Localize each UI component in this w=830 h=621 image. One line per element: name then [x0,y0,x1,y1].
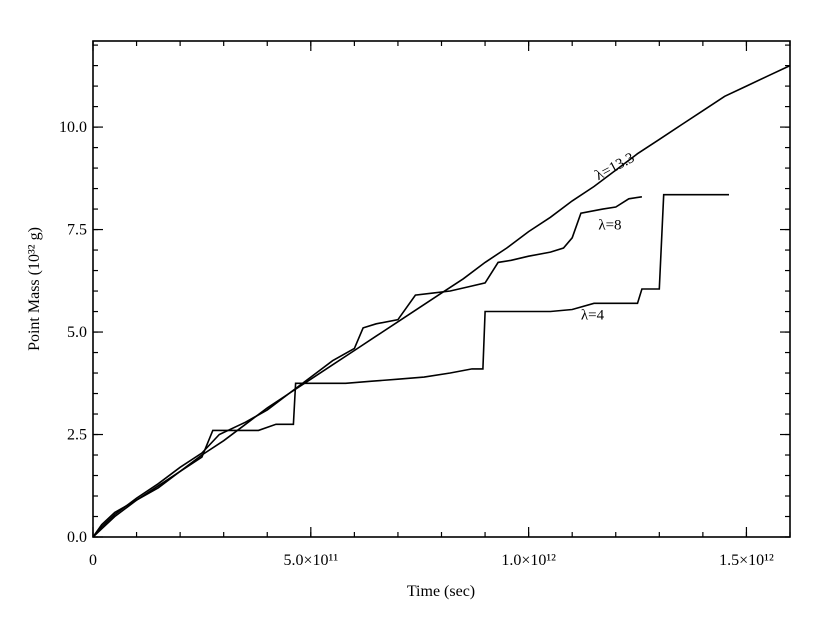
series-label-1: λ=13.3 [593,150,638,184]
x-axis-label: Time (sec) [407,583,475,600]
series-labels: λ=13.3 λ=8 λ=4 [581,150,637,324]
y-tick-label: 2.5 [67,427,87,444]
y-tick-label: 0.0 [67,529,87,546]
series-line-2 [92,196,643,538]
x-tick-label: 5.0×10¹¹ [284,552,339,569]
series-line-1 [92,64,791,538]
series-line-3 [92,193,729,538]
y-tick-label: 5.0 [67,324,87,341]
y-tick-label: 10.0 [59,119,87,136]
axis-frame [92,40,791,538]
plot-area: 0 5.0×10¹¹ 1.0×10¹² 1.5×10¹² 0.0 2.5 5.0 7.5 10… [59,40,791,569]
series-label-2: λ=8 [598,218,621,234]
x-tick-label: 0 [89,552,97,569]
x-tick-labels: 0 5.0×10¹¹ 1.0×10¹² 1.5×10¹² [89,552,774,569]
y-axis-label: Point Mass (10³² g) [26,227,43,351]
y-tick-label: 7.5 [67,222,87,239]
ticks-layer [92,41,791,538]
x-tick-label: 1.5×10¹² [719,552,774,569]
x-tick-label: 1.0×10¹² [501,552,556,569]
series-label-3: λ=4 [581,308,605,324]
y-tick-labels: 0.0 2.5 5.0 7.5 10.0 [59,119,87,546]
series-layer [92,64,791,538]
